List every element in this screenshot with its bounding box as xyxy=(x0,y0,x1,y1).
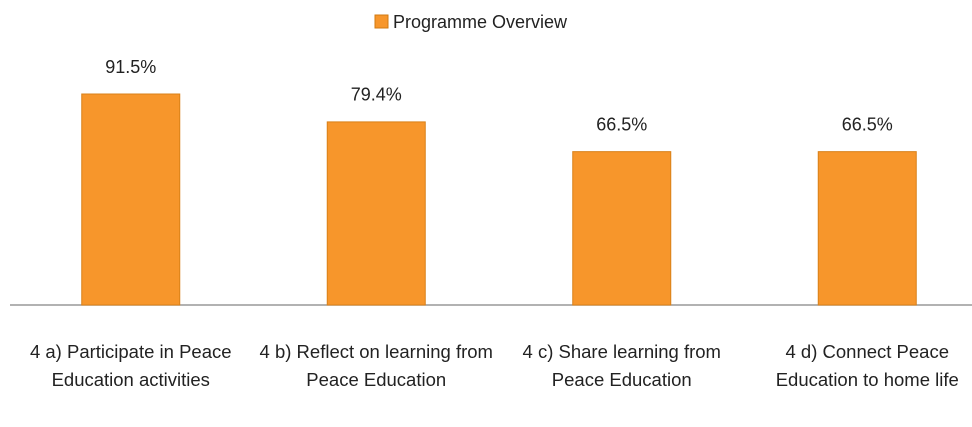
legend-swatch xyxy=(374,14,389,29)
legend-label: Programme Overview xyxy=(393,12,568,32)
bar xyxy=(326,121,426,306)
legend xyxy=(374,14,389,29)
data-label: 79.4% xyxy=(351,85,402,105)
bar xyxy=(572,151,672,306)
x-tick-label: 4 d) Connect Peace Education to home lif… xyxy=(775,341,959,390)
x-tick-label: 4 c) Share learning from Peace Education xyxy=(522,341,721,390)
data-label: 66.5% xyxy=(842,114,893,134)
x-tick-label: 4 a) Participate in Peace Education acti… xyxy=(29,341,232,390)
bar xyxy=(817,151,917,306)
data-label: 91.5% xyxy=(105,57,156,77)
data-label: 66.5% xyxy=(596,114,647,134)
bar xyxy=(81,93,181,306)
x-tick-label: 4 b) Reflect on learning from Peace Educ… xyxy=(259,341,493,390)
